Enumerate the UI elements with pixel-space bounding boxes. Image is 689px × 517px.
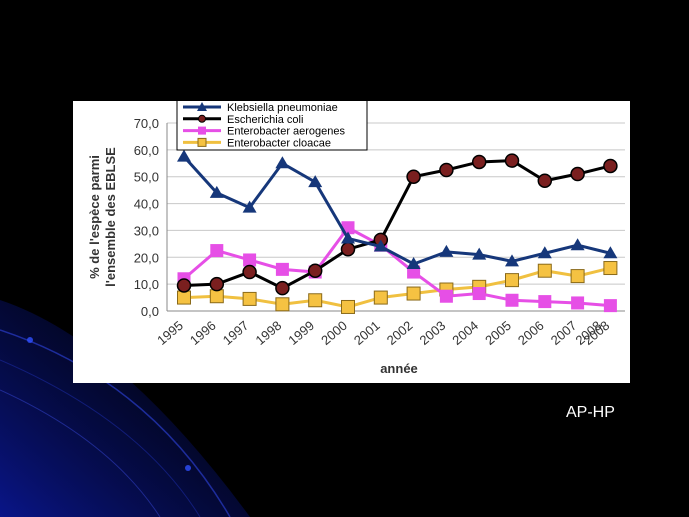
legend-marker [198, 114, 206, 123]
data-point [341, 231, 355, 244]
data-point [406, 169, 421, 184]
data-point [537, 263, 552, 278]
data-point [603, 299, 617, 313]
chart-panel: 0,0 10,0 20,0 30,0 40,0 50,0 60,0 70,0 1995 1996 1… [73, 101, 630, 383]
data-point [439, 244, 454, 257]
data-point [275, 262, 289, 276]
data-point [471, 154, 487, 170]
data-point [406, 257, 421, 269]
data-point [505, 254, 519, 267]
x-tick-label: 1998 [253, 318, 285, 348]
data-point [275, 156, 290, 169]
data-point [242, 291, 257, 306]
legend-entry: Enterobacter aerogenes [183, 126, 346, 138]
legend-entry: Enterobacter cloacae [183, 137, 331, 149]
y-axis-label-line-2: l'ensemble des EBLSE [103, 147, 118, 287]
grid-lines [167, 122, 625, 312]
data-point [439, 289, 453, 303]
x-tick-label: 1999 [285, 318, 317, 348]
data-point [275, 297, 290, 312]
x-tick-label: 1996 [187, 318, 219, 348]
data-point [373, 239, 388, 252]
x-tick-label: 1997 [220, 318, 252, 348]
legend-label: Enterobacter cloacae [227, 137, 331, 149]
legend-marker [197, 137, 207, 147]
data-point [570, 238, 585, 251]
y-tick-label: 10,0 [134, 277, 159, 292]
data-point [472, 287, 486, 301]
y-tick-label: 40,0 [134, 197, 159, 212]
data-point [275, 280, 290, 296]
data-point [472, 247, 487, 260]
data-point [209, 185, 224, 198]
x-axis-label: année [380, 361, 418, 376]
y-tick-label: 0,0 [141, 304, 159, 319]
legend-label: Klebsiella pneumoniae [227, 102, 338, 114]
data-point [308, 293, 323, 308]
data-point [603, 158, 618, 174]
legend-entry: Klebsiella pneumoniae [183, 102, 338, 114]
data-point [537, 246, 552, 259]
series-line [182, 155, 611, 266]
y-tick-label: 50,0 [134, 170, 159, 185]
data-point [341, 299, 355, 314]
data-point [537, 173, 553, 188]
series-klebsiella-pneumoniae [177, 149, 618, 269]
series-layer [176, 149, 618, 314]
data-point [340, 241, 356, 257]
data-point [538, 295, 552, 309]
data-point [570, 269, 585, 284]
data-point [504, 153, 520, 168]
data-point [308, 175, 323, 188]
data-point [176, 278, 192, 293]
y-tick-label: 30,0 [134, 223, 159, 238]
legend-entry: Escherichia coli [183, 114, 303, 126]
x-tick-label: 2000 [318, 318, 350, 348]
x-tick-label: 2007 [548, 318, 580, 348]
data-point [603, 246, 618, 259]
data-point [242, 200, 257, 213]
series-enterobacter-cloacae [177, 261, 618, 314]
x-tick-label: 2002 [384, 318, 416, 348]
y-tick-label: 70,0 [134, 116, 159, 131]
x-tick-label: 1995 [154, 318, 186, 348]
data-point [439, 162, 454, 178]
x-tick-label: 2006 [515, 318, 547, 348]
data-point [571, 296, 585, 310]
legend-marker [197, 102, 207, 111]
data-point [505, 273, 519, 288]
data-point [373, 290, 388, 305]
y-axis-label-line-1: % de l'espèce parmi [87, 155, 102, 279]
data-point [209, 276, 225, 292]
x-tick-label: 2001 [351, 318, 383, 348]
data-point [210, 244, 224, 258]
series-enterobacter-aerogenes [177, 221, 617, 313]
data-point [603, 261, 618, 276]
footer-label: AP-HP [566, 404, 615, 421]
x-tick-label: 2003 [417, 318, 449, 348]
legend-label: Escherichia coli [227, 114, 303, 126]
legend-label: Enterobacter aerogenes [227, 126, 346, 138]
legend-marker [198, 126, 206, 135]
data-point [243, 253, 257, 267]
y-tick-label: 20,0 [134, 250, 159, 265]
series-escherichia-coli [176, 153, 618, 296]
data-point [406, 286, 421, 301]
data-point [209, 289, 224, 304]
y-tick-label: 60,0 [134, 143, 159, 158]
x-tick-label: 2004 [449, 318, 481, 348]
data-point [307, 263, 323, 278]
x-tick-label: 2005 [482, 318, 514, 348]
data-point [242, 264, 257, 280]
data-point [570, 166, 585, 182]
data-point [177, 290, 191, 305]
data-point [505, 293, 519, 307]
data-point [177, 149, 191, 162]
